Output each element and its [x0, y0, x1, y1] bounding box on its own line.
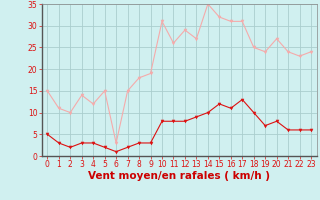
X-axis label: Vent moyen/en rafales ( km/h ): Vent moyen/en rafales ( km/h ): [88, 171, 270, 181]
